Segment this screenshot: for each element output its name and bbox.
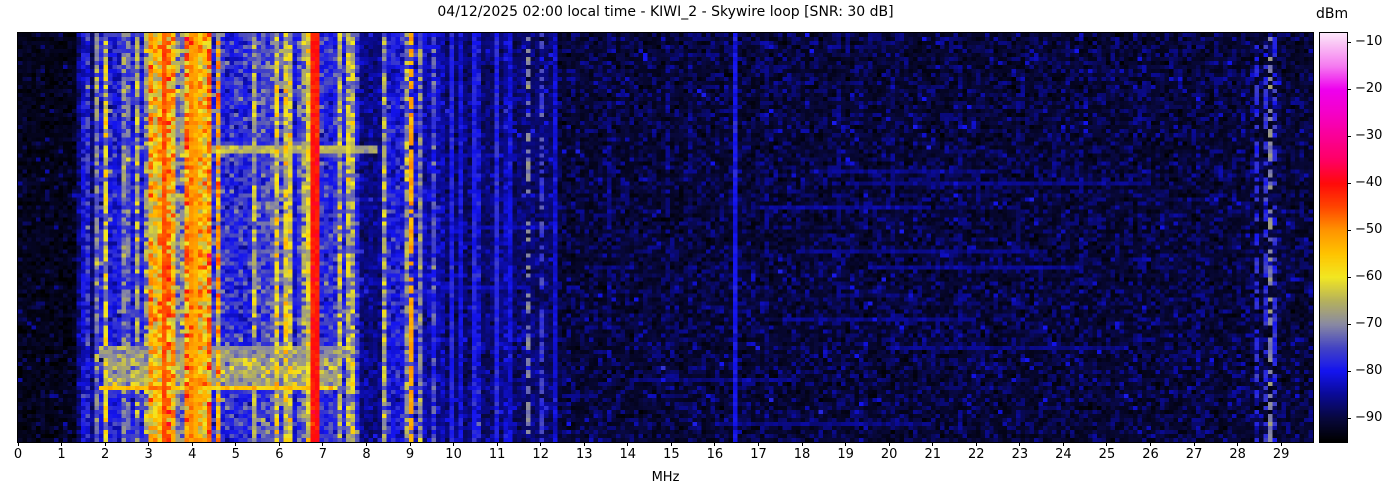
colorbar-tick-mark <box>1347 229 1351 231</box>
x-tick-mark <box>191 442 193 446</box>
colorbar-tick-label: −10 <box>1355 34 1383 50</box>
colorbar-label: dBm <box>1316 6 1349 22</box>
x-tick-label: 10 <box>445 447 462 462</box>
colorbar-tick-mark <box>1347 276 1351 278</box>
x-tick-label: 5 <box>231 447 240 462</box>
x-tick-mark <box>148 442 150 446</box>
x-tick-mark <box>496 442 498 446</box>
colorbar-tick-label: −60 <box>1355 269 1383 285</box>
x-tick-mark <box>235 442 237 446</box>
x-tick-mark <box>845 442 847 446</box>
x-tick-mark <box>61 442 63 446</box>
x-tick-label: 23 <box>1011 447 1029 462</box>
x-tick-mark <box>540 442 542 446</box>
x-tick-label: 24 <box>1055 447 1072 462</box>
x-tick-label: 13 <box>575 447 593 462</box>
x-tick-mark <box>714 442 716 446</box>
x-tick-label: 7 <box>318 447 328 462</box>
x-tick-label: 3 <box>144 447 153 462</box>
x-tick-mark <box>322 442 324 446</box>
colorbar-tick-mark <box>1347 370 1351 372</box>
x-tick-label: 22 <box>968 447 985 462</box>
colorbar-tick-mark <box>1347 41 1351 43</box>
colorbar-tick-label: −50 <box>1355 222 1383 238</box>
x-tick-mark <box>1106 442 1108 446</box>
x-tick-mark <box>757 442 759 446</box>
x-tick-mark <box>1150 442 1152 446</box>
x-tick-label: 25 <box>1098 447 1116 462</box>
x-tick-label: 29 <box>1272 447 1290 462</box>
x-tick-label: 15 <box>663 447 680 462</box>
colorbar-tick-label: −40 <box>1355 175 1383 191</box>
x-tick-mark <box>17 442 19 446</box>
x-tick-label: 21 <box>924 447 941 462</box>
x-tick-label: 11 <box>488 447 506 462</box>
x-tick-label: 4 <box>188 447 197 462</box>
x-tick-label: 26 <box>1142 447 1159 462</box>
x-tick-mark <box>278 442 280 446</box>
colorbar-tick-mark <box>1347 135 1351 137</box>
x-tick-label: 20 <box>880 447 898 462</box>
x-tick-label: 28 <box>1229 447 1246 462</box>
x-tick-label: 0 <box>13 447 23 462</box>
x-tick-label: 9 <box>405 447 415 462</box>
x-tick-mark <box>104 442 106 446</box>
colorbar-tick-mark <box>1347 88 1351 90</box>
x-tick-label: 12 <box>532 447 549 462</box>
x-tick-mark <box>975 442 977 446</box>
x-axis-label: MHz <box>651 470 680 485</box>
x-tick-label: 17 <box>750 447 767 462</box>
x-tick-mark <box>1062 442 1064 446</box>
colorbar-tick-label: −30 <box>1355 128 1383 144</box>
x-tick-mark <box>670 442 672 446</box>
x-tick-mark <box>1280 442 1282 446</box>
x-tick-mark <box>1193 442 1195 446</box>
colorbar-tick-mark <box>1347 323 1351 325</box>
spectrogram-canvas <box>18 33 1313 442</box>
x-tick-label: 1 <box>57 447 66 462</box>
colorbar <box>1320 33 1347 442</box>
x-tick-mark <box>583 442 585 446</box>
x-tick-mark <box>365 442 367 446</box>
x-tick-label: 27 <box>1185 447 1203 462</box>
x-tick-label: 16 <box>706 447 724 462</box>
colorbar-tick-label: −20 <box>1355 81 1383 97</box>
x-tick-mark <box>453 442 455 446</box>
x-tick-label: 6 <box>275 447 284 462</box>
x-tick-mark <box>932 442 934 446</box>
colorbar-tick-label: −90 <box>1355 410 1383 426</box>
x-tick-mark <box>627 442 629 446</box>
colorbar-tick-mark <box>1347 182 1351 184</box>
x-tick-label: 14 <box>619 447 637 462</box>
x-tick-label: 2 <box>100 447 110 462</box>
x-tick-mark <box>1237 442 1239 446</box>
x-tick-mark <box>801 442 803 446</box>
colorbar-tick-label: −80 <box>1355 363 1383 379</box>
colorbar-tick-label: −70 <box>1355 316 1383 332</box>
colorbar-tick-mark <box>1347 417 1351 419</box>
x-tick-mark <box>409 442 411 446</box>
plot-title: 04/12/2025 02:00 local time - KIWI_2 - S… <box>437 4 894 20</box>
x-tick-mark <box>888 442 890 446</box>
x-tick-label: 18 <box>793 447 811 462</box>
x-tick-mark <box>1019 442 1021 446</box>
x-tick-label: 8 <box>362 447 371 462</box>
x-tick-label: 19 <box>837 447 854 462</box>
